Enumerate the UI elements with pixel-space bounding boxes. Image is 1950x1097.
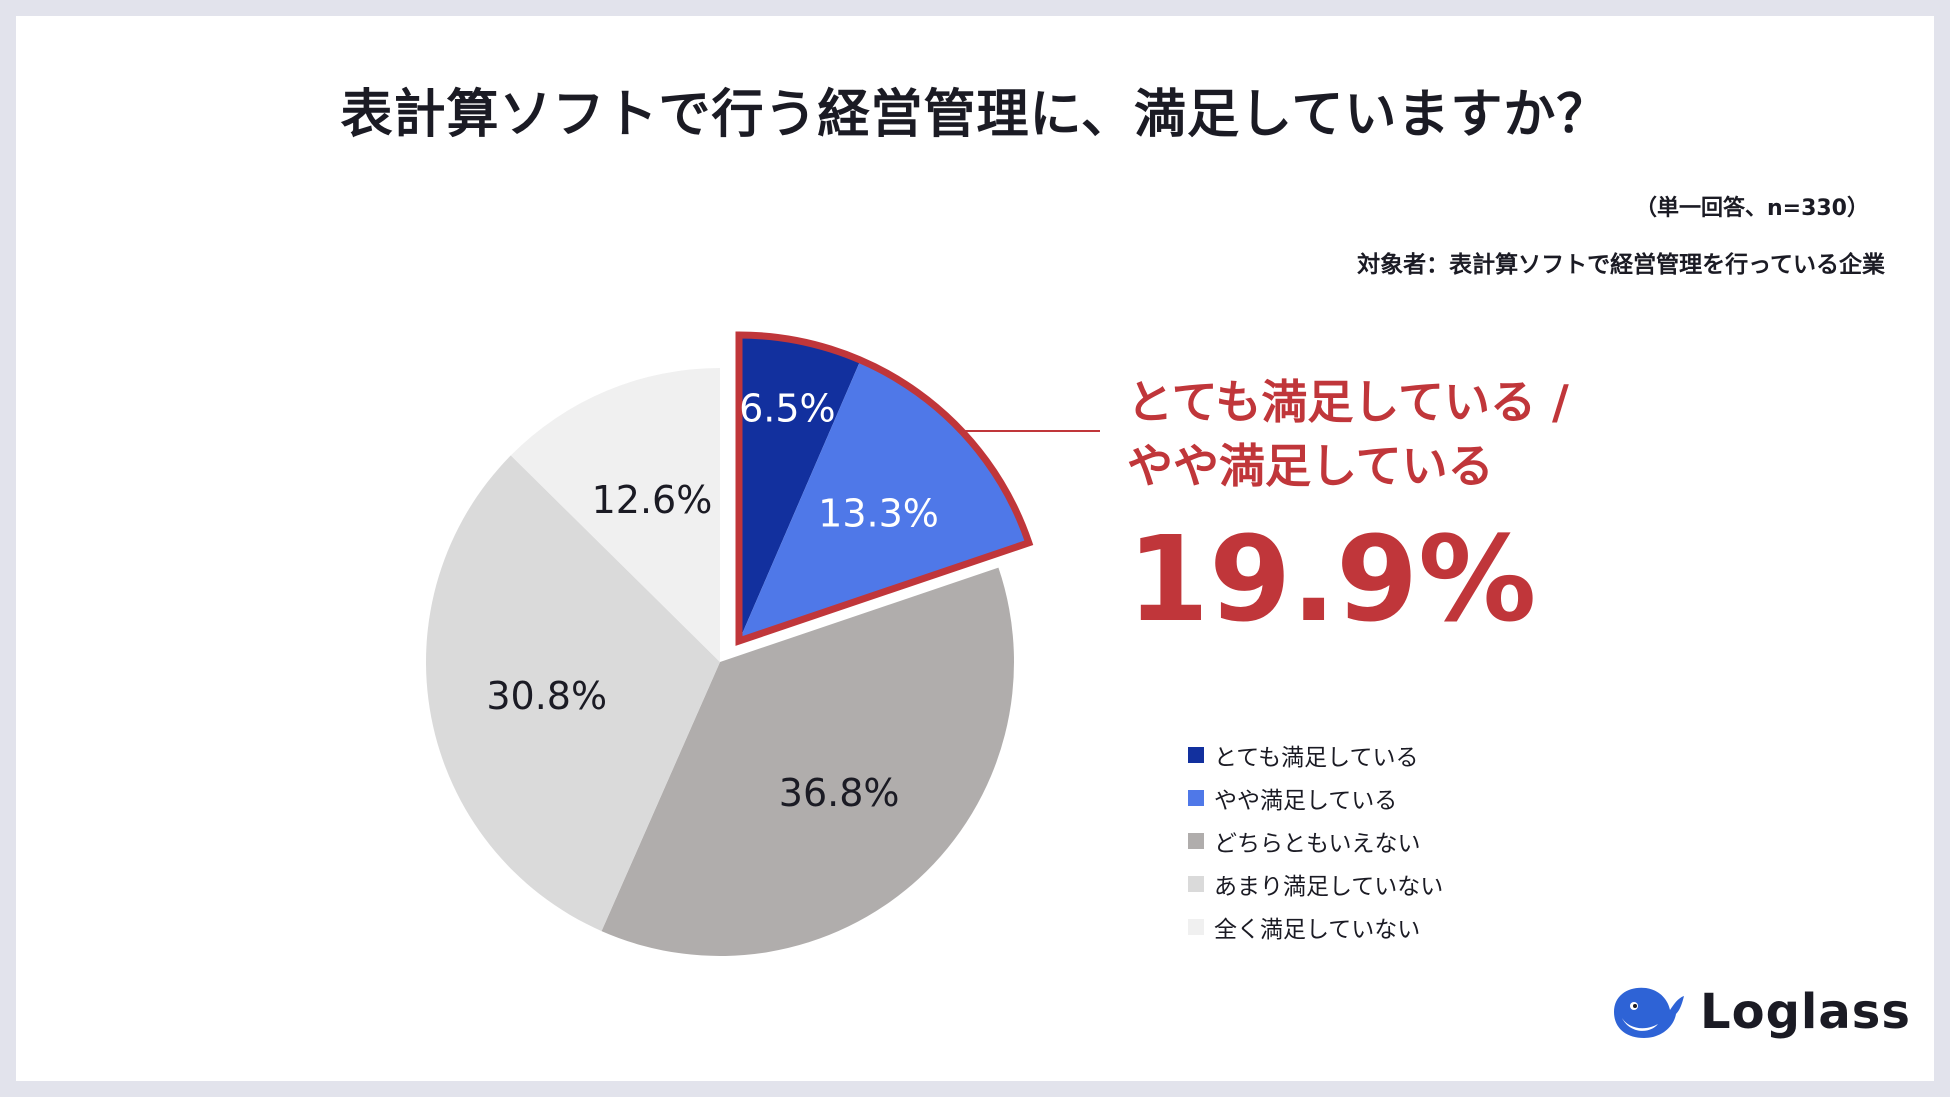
pie-slice <box>510 368 720 662</box>
slice-label: 36.8% <box>779 771 900 815</box>
slice-label: 6.5% <box>739 386 836 430</box>
target-note: 対象者：表計算ソフトで経営管理を行っている企業 <box>1357 252 1885 278</box>
response-note: （単一回答、n=330） <box>1634 196 1869 221</box>
legend-swatch <box>1188 918 1204 935</box>
legend-item: とても満足している <box>1188 733 1443 776</box>
whale-icon <box>1614 987 1684 1038</box>
legend-item: どちらともいえない <box>1188 819 1443 862</box>
legend: とても満足している やや満足している どちらともいえない あまり満足していない 全く満足… <box>1188 733 1443 948</box>
pie-slice <box>601 567 1014 957</box>
callout-line1: とても満足している / <box>1127 375 1569 429</box>
legend-swatch <box>1188 832 1204 849</box>
highlight-outline <box>735 331 1034 646</box>
legend-item: やや満足している <box>1188 776 1443 819</box>
page-title: 表計算ソフトで行う経営管理に、満足していますか？ <box>340 85 1610 145</box>
legend-label: とても満足している <box>1214 744 1419 771</box>
legend-swatch <box>1188 789 1204 806</box>
legend-label: どちらともいえない <box>1214 830 1421 857</box>
legend-swatch <box>1188 875 1204 892</box>
slice-label: 12.6% <box>592 478 713 522</box>
legend-swatch <box>1188 746 1204 763</box>
callout-value: 19.9% <box>1127 510 1537 648</box>
legend-item: 全く満足していない <box>1188 905 1443 948</box>
legend-item: あまり満足していない <box>1188 862 1443 905</box>
legend-label: 全く満足していない <box>1214 916 1421 943</box>
callout: とても満足している / やや満足している 19.9% <box>1127 370 1569 654</box>
pie-slice <box>739 335 861 641</box>
pie-slice <box>425 455 720 932</box>
logo-text: Loglass <box>1700 984 1911 1040</box>
legend-label: やや満足している <box>1214 787 1398 814</box>
callout-line2: やや満足している <box>1127 439 1494 493</box>
slice-label: 30.8% <box>486 674 607 718</box>
slice-label: 13.3% <box>818 491 939 535</box>
logo: Loglass <box>1608 982 1911 1042</box>
legend-label: あまり満足していない <box>1214 873 1444 900</box>
